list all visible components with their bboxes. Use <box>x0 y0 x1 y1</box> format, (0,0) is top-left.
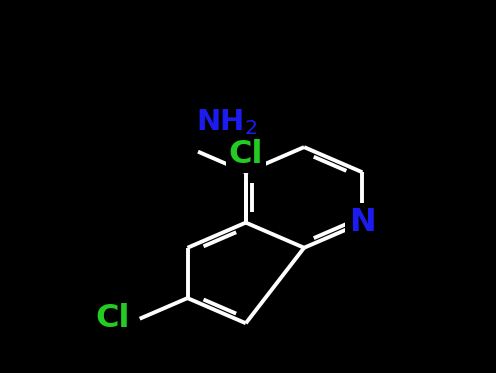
Text: Cl: Cl <box>229 140 263 170</box>
Text: NH$_2$: NH$_2$ <box>195 107 257 137</box>
Text: N: N <box>349 207 376 238</box>
Text: Cl: Cl <box>95 303 130 334</box>
